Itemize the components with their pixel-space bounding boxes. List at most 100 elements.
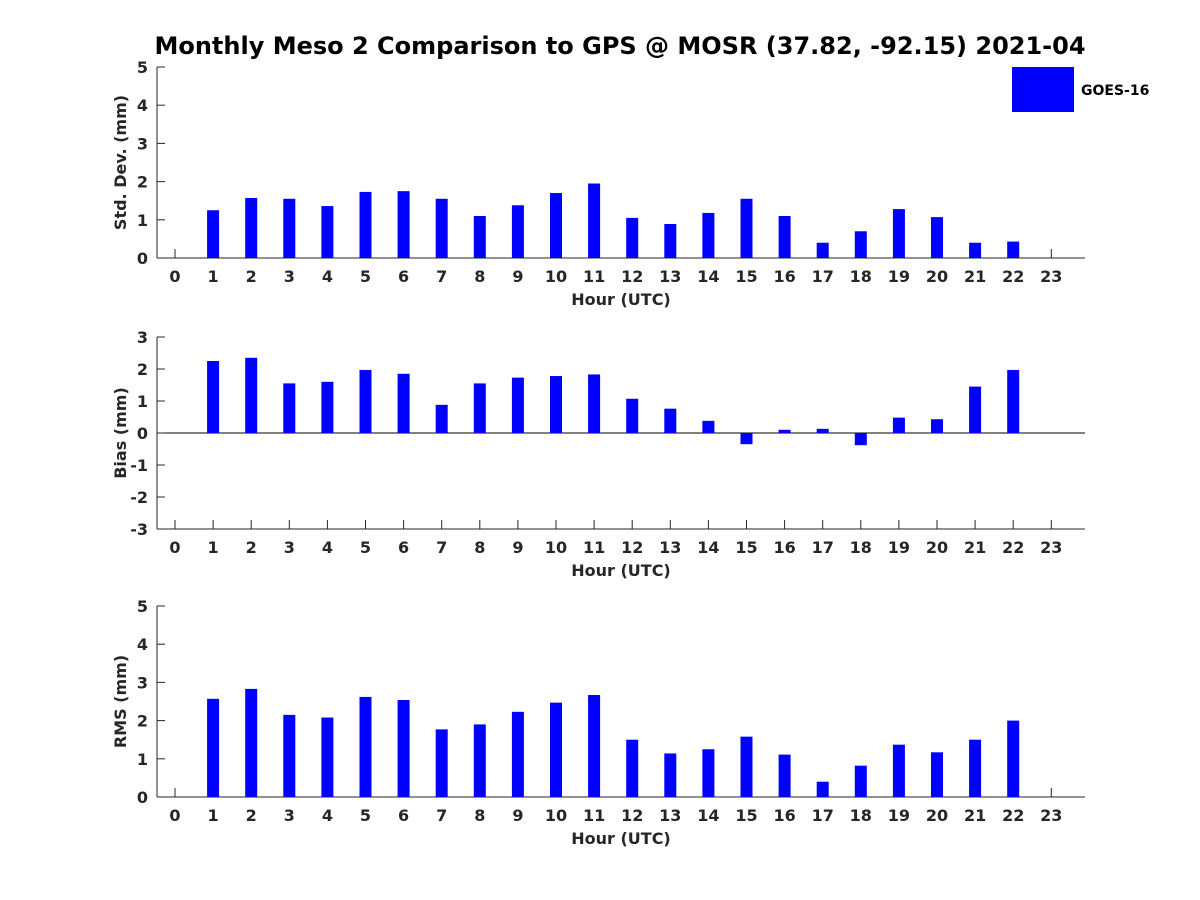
std-dev-bar-hour-19 [892, 209, 905, 258]
bias-bar-hour-21 [969, 386, 982, 433]
std-dev-x-tick-label: 9 [512, 267, 523, 286]
rms-x-label: Hour (UTC) [571, 829, 671, 848]
std-dev-x-tick-label: 13 [659, 267, 681, 286]
std-dev-bar-hour-22 [1007, 241, 1020, 258]
rms-x-tick-label: 6 [398, 806, 409, 825]
rms-x-tick-label: 3 [284, 806, 295, 825]
bias-x-tick-label: 13 [659, 538, 681, 557]
std-dev-x-tick-label: 0 [169, 267, 180, 286]
bias-y-tick-label: -2 [130, 488, 148, 507]
bias-bar-hour-11 [588, 374, 601, 433]
bias-bar-hour-22 [1007, 369, 1020, 433]
rms-bar-hour-8 [473, 724, 486, 797]
std-dev-bar-hour-11 [588, 183, 601, 258]
rms-y-tick-label: 2 [137, 712, 148, 731]
std-dev-bar-hour-7 [435, 198, 448, 258]
rms-x-tick-label: 23 [1040, 806, 1062, 825]
std-dev-bar-hour-4 [321, 206, 334, 258]
rms-bar-hour-14 [702, 749, 715, 797]
std-dev-x-tick-label: 11 [583, 267, 605, 286]
legend-swatch [1012, 67, 1074, 112]
std-dev-x-tick-label: 10 [545, 267, 567, 286]
bias-x-tick-label: 1 [208, 538, 219, 557]
bias-bar-hour-9 [511, 377, 524, 433]
std-dev-x-tick-label: 5 [360, 267, 371, 286]
std-dev-bar-hour-15 [740, 198, 753, 258]
rms-x-tick-label: 7 [436, 806, 447, 825]
rms-bar-hour-16 [778, 754, 791, 797]
bias-x-tick-label: 6 [398, 538, 409, 557]
rms-x-tick-label: 14 [697, 806, 719, 825]
chart-title: Monthly Meso 2 Comparison to GPS @ MOSR … [154, 32, 1085, 60]
std-dev-x-tick-label: 22 [1002, 267, 1024, 286]
bias-x-label: Hour (UTC) [571, 561, 671, 580]
bias-x-tick-label: 22 [1002, 538, 1024, 557]
std-dev-bar-hour-8 [473, 215, 486, 258]
std-dev-y-tick-label: 2 [137, 173, 148, 192]
bias-bar-hour-20 [931, 419, 943, 433]
std-dev-bar-hour-21 [969, 242, 982, 258]
bias-y-tick-label: 3 [137, 328, 148, 347]
bias-bar-hour-19 [892, 417, 905, 433]
std-dev-x-tick-label: 12 [621, 267, 643, 286]
bias-x-tick-label: 10 [545, 538, 567, 557]
rms-x-tick-label: 13 [659, 806, 681, 825]
std-dev-y-tick-label: 1 [137, 211, 148, 230]
bias-bar-hour-18 [854, 433, 867, 446]
std-dev-y-tick-label: 3 [137, 134, 148, 153]
bias-bar-hour-16 [778, 429, 791, 433]
bias-bar-hour-5 [359, 369, 372, 433]
bias-x-tick-label: 19 [888, 538, 910, 557]
rms-bar-hour-4 [321, 717, 334, 797]
rms-bar-hour-17 [816, 781, 829, 797]
std-dev-x-tick-label: 23 [1040, 267, 1062, 286]
bias-y-tick-label: 1 [137, 392, 148, 411]
std-dev-x-tick-label: 21 [964, 267, 986, 286]
rms-x-tick-label: 20 [926, 806, 948, 825]
std-dev-bar-hour-6 [397, 191, 410, 258]
rms-y-tick-label: 4 [137, 635, 148, 654]
rms-bar-hour-6 [397, 699, 410, 797]
rms-bar-hour-11 [588, 695, 601, 797]
rms-x-tick-label: 18 [850, 806, 872, 825]
rms-bar-hour-1 [207, 698, 220, 797]
bias-y-tick-label: 2 [137, 360, 148, 379]
bias-x-tick-label: 15 [735, 538, 757, 557]
std-dev-x-tick-label: 19 [888, 267, 910, 286]
std-dev-x-tick-label: 2 [246, 267, 257, 286]
rms-bar-hour-5 [359, 696, 372, 797]
std-dev-x-tick-label: 1 [208, 267, 219, 286]
rms-x-tick-label: 8 [474, 806, 485, 825]
std-dev-bar-hour-17 [816, 242, 829, 258]
bias-x-tick-label: 23 [1040, 538, 1062, 557]
bias-x-tick-label: 14 [697, 538, 719, 557]
bias-x-tick-label: 3 [284, 538, 295, 557]
rms-y-label: RMS (mm) [111, 655, 130, 748]
rms-x-tick-label: 16 [773, 806, 795, 825]
rms-y-tick-label: 5 [137, 597, 148, 616]
std-dev-bar-hour-5 [359, 191, 372, 258]
bias-x-tick-label: 2 [246, 538, 257, 557]
std-dev-y-tick-label: 5 [137, 58, 148, 77]
std-dev-x-tick-label: 18 [850, 267, 872, 286]
std-dev-x-label: Hour (UTC) [571, 290, 671, 309]
rms-bar-hour-19 [892, 744, 905, 797]
bias-x-tick-label: 20 [926, 538, 948, 557]
bias-bar-hour-8 [473, 383, 486, 433]
bias-bar-hour-7 [435, 404, 448, 433]
rms-x-tick-label: 4 [322, 806, 333, 825]
rms-x-tick-label: 15 [735, 806, 757, 825]
rms-x-tick-label: 1 [208, 806, 219, 825]
std-dev-bar-hour-10 [550, 193, 562, 258]
bias-x-tick-label: 5 [360, 538, 371, 557]
rms-x-tick-label: 22 [1002, 806, 1024, 825]
std-dev-x-tick-label: 15 [735, 267, 757, 286]
bias-x-tick-label: 4 [322, 538, 333, 557]
rms-y-tick-label: 0 [137, 788, 148, 807]
bias-bar-hour-4 [321, 381, 334, 433]
bias-y-label: Bias (mm) [111, 387, 130, 479]
rms-x-tick-label: 19 [888, 806, 910, 825]
